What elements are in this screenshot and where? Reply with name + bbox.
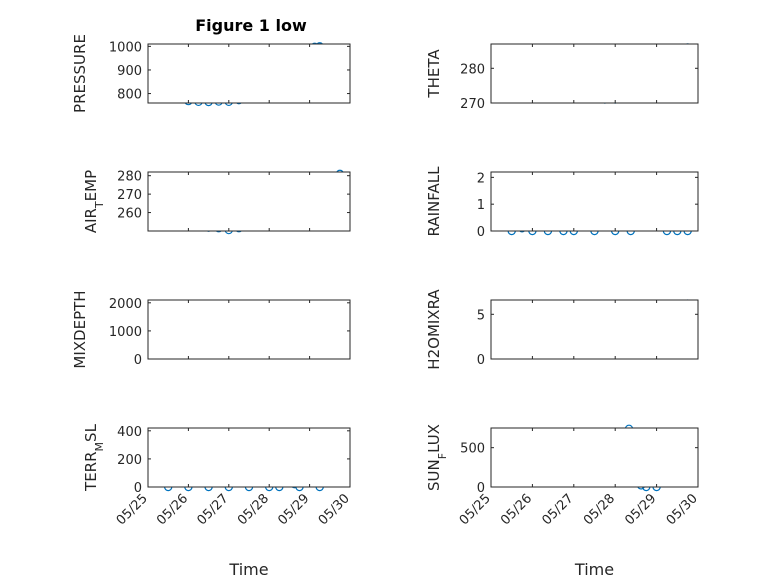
y-axis-label-rest: SL [82, 423, 100, 442]
y-axis-label: H2OMIXRA [425, 289, 443, 370]
y-axis-label: PRESSURE [71, 34, 89, 113]
y-axis-label: TERRMSL [82, 423, 106, 492]
y-tick-label: 280 [460, 62, 485, 77]
y-axis-label: RAINFALL [425, 166, 443, 237]
y-axis-label: MIXDEPTH [71, 290, 89, 368]
y-tick-label: 800 [117, 88, 142, 103]
axes-frame [490, 427, 699, 488]
axes-frame [147, 427, 351, 488]
y-tick-label: 0 [477, 225, 485, 240]
y-tick-label: 1 [477, 198, 485, 213]
subplot-air-temp: 260 270 280 AIRTEMP [82, 169, 351, 235]
y-axis-label-rest: LUX [425, 424, 443, 453]
y-axis-label-main: AIR [82, 208, 100, 233]
y-tick-label: 400 [117, 425, 142, 440]
subplot-mixdepth: 0 1000 2000 MIXDEPTH [71, 290, 351, 369]
axes-frame [490, 43, 699, 104]
y-tick-label: 270 [460, 97, 485, 112]
y-axis-label: THETA [425, 49, 443, 99]
y-tick-label: 1000 [109, 325, 142, 340]
y-tick-label: 0 [477, 353, 485, 368]
y-tick-label: 0 [134, 481, 142, 496]
y-tick-label: 1000 [109, 40, 142, 55]
y-axis-label-subscript: M [93, 442, 106, 452]
y-axis-label-subscript: T [93, 201, 106, 209]
x-axis-label: Time [228, 560, 268, 579]
subplot-rainfall: 0 1 2 RAINFALL [425, 166, 699, 240]
figure-title: Figure 1 low [195, 16, 307, 35]
y-tick-label: 260 [117, 207, 142, 222]
y-axis-label: SUNFLUX [425, 424, 449, 491]
y-tick-label: 500 [460, 442, 485, 457]
y-tick-label: 200 [117, 453, 142, 468]
axes-frame [490, 299, 699, 360]
y-tick-label: 2 [477, 171, 485, 186]
x-axis-label: Time [574, 560, 614, 579]
y-tick-label: 2000 [109, 297, 142, 312]
y-tick-label: 280 [117, 170, 142, 185]
y-axis-label: AIRTEMP [82, 170, 106, 233]
subplot-theta: 270 280 THETA [425, 43, 699, 112]
axes-frame [147, 299, 351, 360]
subplot-h2omixra: 0 5 H2OMIXRA [425, 289, 699, 370]
axes-frame [490, 171, 699, 232]
axes-frame [147, 171, 351, 232]
y-tick-label: 5 [477, 308, 485, 323]
y-tick-label: 0 [134, 353, 142, 368]
y-axis-label-rest: EMP [82, 170, 100, 201]
y-axis-label-subscript: F [436, 453, 449, 459]
y-axis-label-main: SUN [425, 459, 443, 491]
y-tick-label: 270 [117, 188, 142, 203]
y-tick-label: 900 [117, 64, 142, 79]
subplot-pressure: 800 900 1000 PRESSURE [71, 34, 351, 113]
y-axis-label-main: TERR [82, 451, 100, 492]
axes-frame [147, 43, 351, 104]
y-tick-label: 0 [477, 481, 485, 496]
